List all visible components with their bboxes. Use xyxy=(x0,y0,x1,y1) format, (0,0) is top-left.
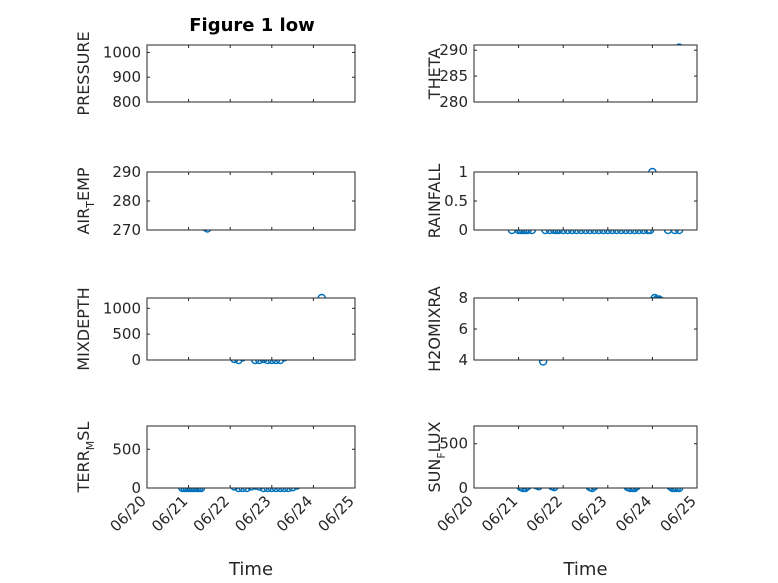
x-tick-label: 06/23 xyxy=(567,492,610,535)
y-tick-label: 0 xyxy=(131,479,141,497)
y-axis-label: H2OMIXRA xyxy=(425,286,444,372)
axes-frame xyxy=(146,297,356,361)
y-axis-label: SUNFLUX xyxy=(425,421,448,492)
y-tick-label: 280 xyxy=(112,192,141,210)
y-tick-label: 8 xyxy=(458,289,468,307)
subplot-air-temp: 270 280 290 AIRTEMP xyxy=(74,163,356,239)
y-axis-label: MIXDEPTH xyxy=(74,287,93,370)
axes-frame xyxy=(146,425,356,489)
y-axis-label: TERRMSL xyxy=(74,422,97,494)
y-tick-label: 0 xyxy=(458,479,468,497)
y-tick-label: 1000 xyxy=(103,43,141,61)
y-tick-label: 500 xyxy=(112,440,141,458)
y-tick-label: 0 xyxy=(458,221,468,239)
y-tick-label: 900 xyxy=(112,68,141,86)
axes-frame xyxy=(473,171,698,231)
y-tick-label: 0.5 xyxy=(444,192,468,210)
y-tick-label: 6 xyxy=(458,320,468,338)
x-tick-label: 06/22 xyxy=(523,492,566,535)
subplot-sun-flux: 0 500 06/20 06/21 06/22 06/23 06/24 06/25 SUNFLU… xyxy=(425,421,700,580)
x-tick-label: 06/24 xyxy=(273,492,316,535)
subplot-pressure: 800 900 1000 PRESSURE xyxy=(74,31,356,116)
x-axis-label: Time xyxy=(228,559,273,580)
y-tick-label: 280 xyxy=(439,93,468,111)
y-tick-label: 800 xyxy=(112,93,141,111)
subplot-h2omixra: 4 6 8 H2OMIXRA xyxy=(425,286,698,372)
x-tick-label: 06/21 xyxy=(478,492,521,535)
y-tick-label: 500 xyxy=(439,435,468,453)
y-axis-label: RAINFALL xyxy=(425,164,444,239)
y-tick-label: 500 xyxy=(112,325,141,343)
axes-frame xyxy=(146,44,356,103)
y-tick-label: 290 xyxy=(112,163,141,181)
y-tick-label: 4 xyxy=(458,351,468,369)
x-tick-label: 06/20 xyxy=(107,492,150,535)
x-tick-label: 06/22 xyxy=(190,492,233,535)
y-tick-label: 0 xyxy=(131,351,141,369)
subplot-mixdepth: 0 500 1000 MIXDEPTH xyxy=(74,287,356,371)
y-axis-label: AIRTEMP xyxy=(74,167,97,234)
x-tick-label: 06/24 xyxy=(612,492,655,535)
x-tick-label: 06/21 xyxy=(148,492,191,535)
axes-frame xyxy=(473,44,698,103)
axes-frame xyxy=(146,171,356,231)
x-tick-label: 06/25 xyxy=(315,492,358,535)
subplot-rainfall: 0 0.5 1 RAINFALL xyxy=(425,163,698,239)
y-tick-label: 285 xyxy=(439,67,468,85)
y-tick-label: 270 xyxy=(112,221,141,239)
y-axis-label: PRESSURE xyxy=(74,31,93,115)
x-axis-label: Time xyxy=(562,559,607,580)
x-tick-label: 06/20 xyxy=(434,492,477,535)
y-tick-label: 1000 xyxy=(103,299,141,317)
figure-title: Figure 1 low xyxy=(189,15,314,36)
y-tick-label: 290 xyxy=(439,41,468,59)
axes-frame xyxy=(473,297,698,361)
y-tick-label: 1 xyxy=(458,163,468,181)
x-tick-label: 06/25 xyxy=(657,492,700,535)
y-axis-label: THETA xyxy=(425,48,444,100)
axes-frame xyxy=(473,425,698,489)
x-tick-label: 06/23 xyxy=(231,492,274,535)
